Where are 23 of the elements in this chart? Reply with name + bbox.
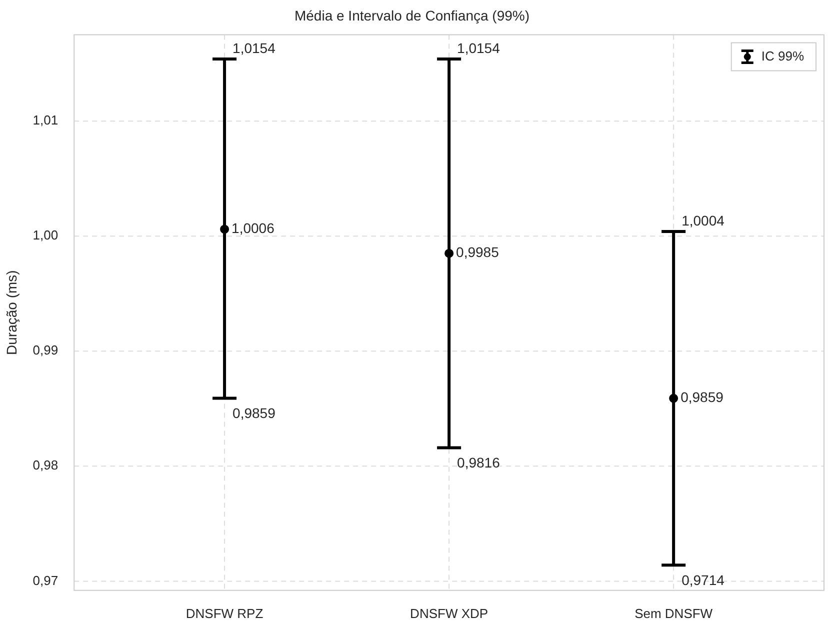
legend-label: IC 99%: [761, 48, 804, 64]
y-tick-label: 0,98: [32, 458, 58, 473]
point: [444, 248, 454, 258]
x-tick-label: DNSFW XDP: [410, 606, 488, 621]
annotation: 1,0154: [232, 40, 276, 56]
x-tick-label: DNSFW RPZ: [186, 606, 264, 621]
x-tick-label: Sem DNSFW: [634, 606, 714, 621]
y-tick-label: 0,99: [32, 342, 58, 358]
y-tick-label: 1,00: [32, 228, 58, 243]
annotation: 0,9816: [457, 454, 500, 471]
data-label: 0,9985: [456, 244, 500, 260]
point: [220, 224, 230, 234]
annotation: 0,9859: [232, 405, 276, 422]
y-tick-label: 0,97: [32, 572, 58, 588]
point: [669, 394, 678, 403]
y-tick-label: 1,01: [32, 112, 58, 128]
annotation: 0,9714: [682, 572, 725, 588]
chart-title: Média e Intervalo de Confiança (99%): [294, 7, 530, 24]
annotation: 1,0154: [457, 40, 500, 56]
y-axis-title: Duração (ms): [3, 270, 20, 355]
annotation: 1,0004: [682, 212, 725, 228]
data-label: 1,0006: [232, 220, 275, 236]
data-label: 0,9859: [680, 389, 724, 406]
